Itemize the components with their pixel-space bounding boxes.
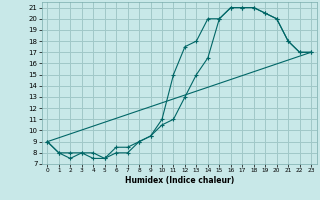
X-axis label: Humidex (Indice chaleur): Humidex (Indice chaleur) <box>124 176 234 185</box>
